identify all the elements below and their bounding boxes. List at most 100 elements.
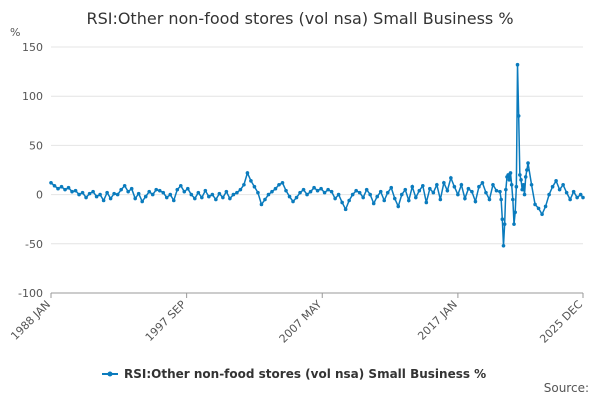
point xyxy=(150,192,155,197)
point xyxy=(428,186,432,191)
point xyxy=(168,192,173,197)
point xyxy=(449,176,453,180)
point xyxy=(49,180,53,185)
point xyxy=(406,198,411,203)
point xyxy=(256,190,260,195)
point xyxy=(509,182,514,187)
point xyxy=(445,188,450,193)
point xyxy=(185,186,190,191)
point xyxy=(385,190,390,195)
point xyxy=(463,196,467,201)
point xyxy=(175,187,180,192)
point xyxy=(129,186,134,191)
point xyxy=(245,171,250,175)
point xyxy=(84,195,88,200)
point xyxy=(354,188,358,193)
point xyxy=(581,195,585,200)
point xyxy=(470,189,474,194)
point xyxy=(115,192,120,197)
x-tick-label: 2007 MAY xyxy=(277,298,325,346)
point xyxy=(207,194,211,199)
point xyxy=(77,192,81,197)
point xyxy=(189,192,194,197)
point xyxy=(459,182,464,187)
point xyxy=(508,171,513,175)
point xyxy=(182,189,187,194)
point xyxy=(491,182,495,187)
point xyxy=(52,183,57,188)
point xyxy=(136,191,141,196)
point xyxy=(452,184,457,189)
point xyxy=(564,190,569,195)
point xyxy=(63,187,67,192)
point xyxy=(277,182,281,187)
legend-marker xyxy=(107,371,113,377)
point xyxy=(280,180,285,185)
point xyxy=(575,195,579,200)
point xyxy=(252,184,257,189)
point xyxy=(499,197,503,202)
point xyxy=(80,190,85,195)
point xyxy=(378,189,383,194)
x-tick-label: 2017 JAN xyxy=(415,298,460,343)
point xyxy=(536,206,541,211)
point xyxy=(403,187,408,192)
point xyxy=(519,178,523,182)
point xyxy=(357,190,362,195)
point xyxy=(438,197,443,202)
point xyxy=(294,195,299,200)
point xyxy=(214,197,218,202)
point xyxy=(526,161,530,165)
point xyxy=(203,188,208,193)
point xyxy=(221,195,225,200)
point xyxy=(396,204,401,209)
point xyxy=(161,190,166,195)
point xyxy=(284,188,288,193)
point xyxy=(242,182,246,187)
point xyxy=(442,180,446,185)
point xyxy=(322,190,327,195)
point xyxy=(435,182,439,187)
point xyxy=(504,187,508,192)
point xyxy=(520,187,524,192)
point xyxy=(56,186,60,191)
point xyxy=(210,192,215,197)
point xyxy=(550,184,555,189)
point xyxy=(554,179,558,183)
point xyxy=(263,197,267,202)
point xyxy=(523,175,528,179)
y-axis-label: % xyxy=(10,26,20,39)
point xyxy=(466,186,471,191)
point xyxy=(507,178,512,182)
point xyxy=(399,192,404,197)
x-tick-label: 1988 JAN xyxy=(8,298,53,343)
point xyxy=(59,184,64,189)
point xyxy=(266,192,271,197)
point xyxy=(133,196,137,201)
point xyxy=(315,188,320,193)
point xyxy=(516,114,521,118)
point xyxy=(392,196,397,201)
point xyxy=(112,191,116,196)
point xyxy=(547,192,551,197)
point xyxy=(329,189,334,194)
point xyxy=(410,184,415,189)
y-tick-label: -100 xyxy=(18,287,43,300)
point xyxy=(87,191,92,196)
point xyxy=(70,189,74,194)
point xyxy=(487,197,492,202)
point xyxy=(140,199,144,204)
point xyxy=(200,195,204,200)
point xyxy=(543,204,548,209)
point xyxy=(122,183,127,188)
point xyxy=(305,192,309,197)
point xyxy=(529,182,534,187)
point xyxy=(431,190,436,195)
chart-title: RSI:Other non-food stores (vol nsa) Smal… xyxy=(86,9,513,28)
y-tick-label: 100 xyxy=(22,90,43,103)
y-tick-label: -50 xyxy=(25,238,43,251)
point xyxy=(157,188,162,193)
point xyxy=(515,62,520,67)
point xyxy=(417,188,422,193)
